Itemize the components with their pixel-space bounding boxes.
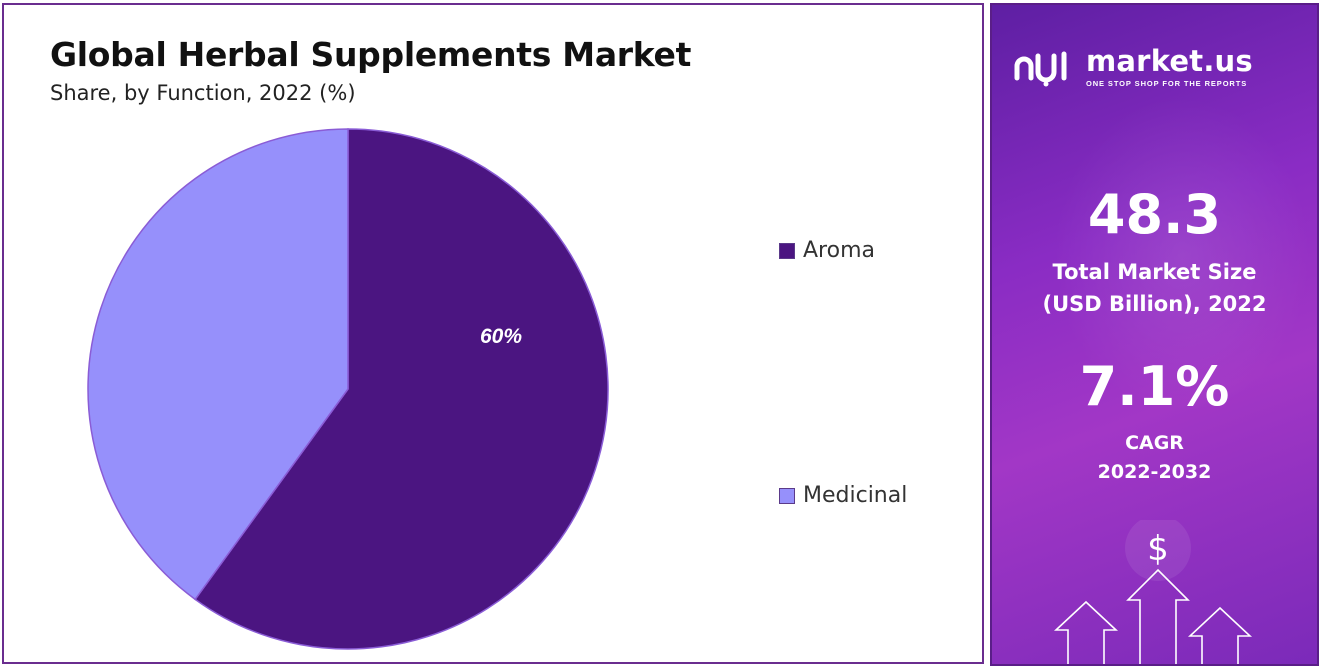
pie-slice-medicinal <box>87 128 349 601</box>
legend-label-aroma: Aroma <box>803 238 875 263</box>
legend-label-medicinal: Medicinal <box>803 483 908 508</box>
chart-title: Global Herbal Supplements Market <box>50 35 692 74</box>
chart-panel: Global Herbal Supplements Market Share, … <box>2 3 984 664</box>
cagr-value: 7.1% <box>1079 355 1230 418</box>
pie-slice-aroma <box>194 128 609 650</box>
legend-swatch-aroma <box>779 242 795 259</box>
pie-chart: 60% <box>87 128 609 650</box>
growth-arrows-icon: $ <box>1053 520 1253 664</box>
brand-tagline: ONE STOP SHOP FOR THE REPORTS <box>1086 79 1248 88</box>
background-glow <box>1052 95 1312 415</box>
market-size-label-line1: Total Market Size <box>1052 260 1257 284</box>
brand-name: market.us <box>1086 44 1253 78</box>
market-size-value: 48.3 <box>1087 183 1222 246</box>
summary-panel: market.us ONE STOP SHOP FOR THE REPORTS … <box>990 3 1319 666</box>
pie-label-aroma: 60% <box>480 325 522 348</box>
cagr-label-line2: 2022-2032 <box>1097 460 1212 483</box>
legend-swatch-medicinal <box>779 487 795 504</box>
market-size-label-line2: (USD Billion), 2022 <box>1042 291 1267 316</box>
brand-logo: market.us ONE STOP SHOP FOR THE REPORTS <box>1012 47 1253 88</box>
market-us-logo-icon <box>1014 51 1067 86</box>
market-size-label: Total Market Size (USD Billion), 2022 <box>992 257 1317 320</box>
cagr-label: CAGR 2022-2032 <box>992 429 1317 486</box>
legend-item-aroma: Aroma <box>779 238 875 263</box>
cagr-label-line1: CAGR <box>1125 432 1184 454</box>
legend-item-medicinal: Medicinal <box>779 483 907 508</box>
chart-subtitle: Share, by Function, 2022 (%) <box>50 81 356 105</box>
dollar-sign-icon: $ <box>1147 529 1169 569</box>
